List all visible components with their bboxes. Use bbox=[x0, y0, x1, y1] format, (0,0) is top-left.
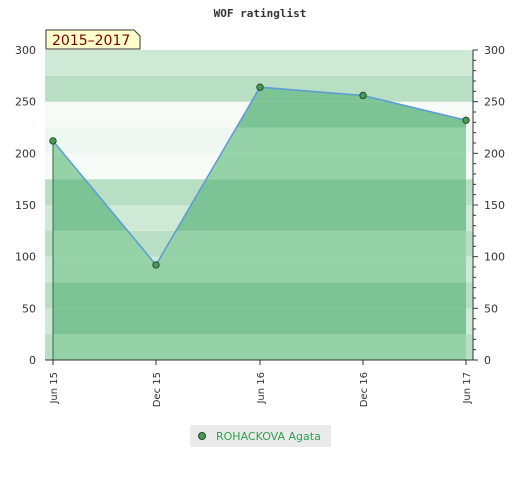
y-tick-label-right: 0 bbox=[484, 354, 491, 367]
chart-title: WOF ratinglist bbox=[214, 7, 307, 20]
background-band bbox=[45, 50, 473, 76]
area-band bbox=[53, 256, 466, 283]
y-tick-label-right: 200 bbox=[484, 147, 505, 160]
legend-marker bbox=[198, 432, 206, 440]
x-tick-label: Dec 16 bbox=[359, 372, 370, 407]
data-point bbox=[152, 261, 160, 269]
data-point bbox=[359, 91, 367, 100]
x-tick-label: Jun 17 bbox=[462, 372, 473, 405]
legend-series-name: ROHACKOVA Agata bbox=[216, 429, 321, 443]
y-tick-label-left: 150 bbox=[15, 199, 36, 212]
area-band bbox=[53, 282, 466, 309]
y-tick-label-right: 250 bbox=[484, 96, 505, 109]
y-tick-label-right: 50 bbox=[484, 302, 498, 315]
y-tick-label-left: 50 bbox=[22, 302, 36, 315]
legend: ROHACKOVA Agata bbox=[190, 425, 331, 447]
y-tick-label-right: 300 bbox=[484, 44, 505, 57]
y-tick-label-left: 200 bbox=[15, 147, 36, 160]
y-tick-label-right: 150 bbox=[484, 199, 505, 212]
x-tick-label: Dec 15 bbox=[152, 372, 163, 407]
y-tick-label-left: 100 bbox=[15, 251, 36, 264]
area-band bbox=[53, 230, 466, 257]
area-band bbox=[53, 334, 466, 360]
data-point bbox=[49, 137, 57, 145]
x-tick-label: Jun 16 bbox=[256, 372, 267, 405]
data-point bbox=[462, 116, 470, 124]
x-tick-label: Jun 15 bbox=[49, 372, 60, 405]
area-band bbox=[53, 308, 466, 335]
y-tick-label-left: 0 bbox=[29, 354, 36, 367]
data-point bbox=[256, 83, 264, 91]
y-tick-label-right: 100 bbox=[484, 251, 505, 264]
period-badge-text: 2015–2017 bbox=[52, 33, 130, 49]
period-badge: 2015–2017 bbox=[45, 29, 141, 50]
y-tick-label-left: 250 bbox=[15, 96, 36, 109]
y-tick-label-left: 300 bbox=[15, 44, 36, 57]
